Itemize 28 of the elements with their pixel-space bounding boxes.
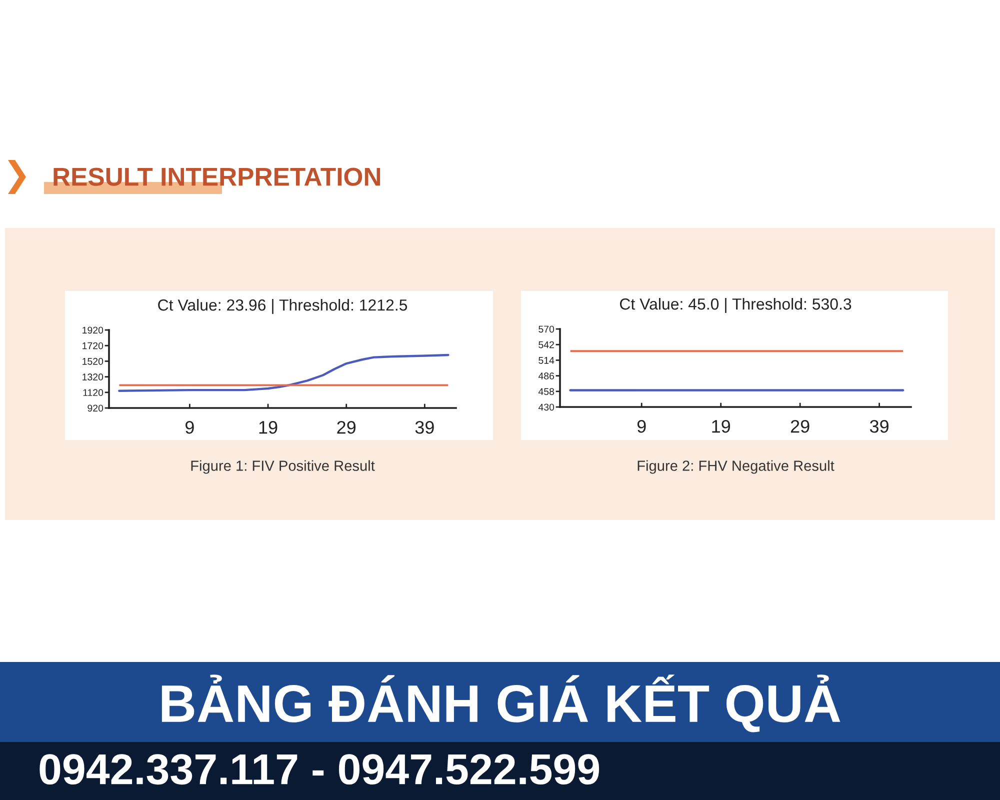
y-tick-label: 542 [538, 341, 554, 348]
y-tick-label: 514 [538, 357, 554, 364]
y-tick-label: 430 [538, 404, 554, 411]
y-tick-label: 1920 [82, 326, 104, 334]
line-series [118, 354, 450, 392]
y-tick-label: 1520 [82, 358, 104, 365]
chart-title: Ct Value: 23.96 | Threshold: 1212.5 [158, 298, 408, 314]
caption: Figure 2: FHV Negative Result [638, 460, 834, 474]
x-tick-label: 9 [637, 420, 646, 433]
y-tick-label: 1720 [82, 342, 104, 350]
y-tick-label: 486 [538, 372, 554, 380]
x-tick-label: 9 [186, 420, 194, 434]
y-tick-label: 1120 [83, 389, 104, 396]
y-tick-label: 570 [538, 326, 554, 333]
caption: Figure 1: FIV Positive Result [191, 460, 375, 474]
x-tick-label: 19 [259, 420, 278, 434]
text: RESULT INTERPRETATION [54, 168, 380, 186]
chart-title: Ct Value: 45.0 | Threshold: 530.3 [620, 298, 852, 313]
text: BẢNG ĐÁNH GIÁ KẾT QUẢ [162, 674, 840, 732]
y-tick-label: 920 [88, 404, 104, 412]
x-tick-label: 39 [415, 420, 434, 434]
x-tick-label: 29 [337, 420, 356, 434]
x-tick-label: 19 [712, 420, 730, 433]
x-tick-label: 29 [790, 420, 810, 433]
y-tick-label: 458 [538, 388, 554, 396]
x-tick-label: 39 [870, 420, 888, 433]
y-tick-label: 1320 [82, 374, 104, 380]
text: 0942.337.117 - 0947.522.599 [40, 754, 600, 785]
